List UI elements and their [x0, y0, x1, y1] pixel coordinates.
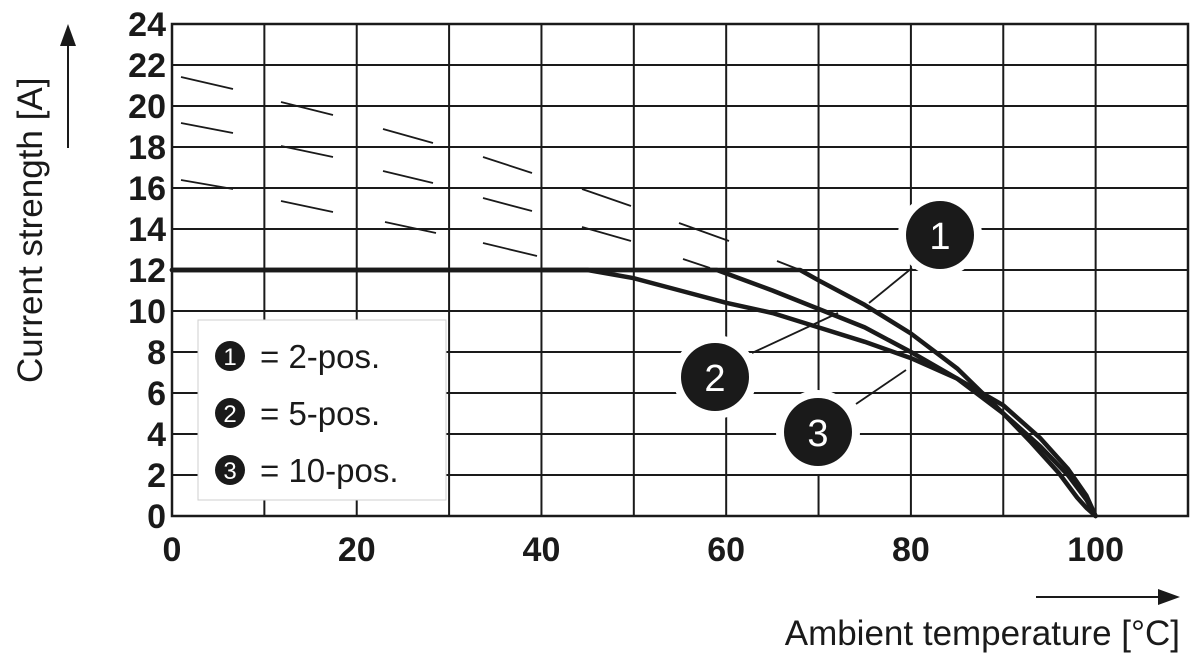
x-tick-label: 80 [892, 531, 930, 569]
overload-dash-mark [482, 156, 533, 174]
legend-badge-number: 2 [223, 401, 236, 428]
overload-dash-mark [180, 179, 234, 190]
legend-label: = 2-pos. [260, 338, 380, 375]
y-tick-label: 0 [147, 498, 166, 536]
y-axis-title: Current strength [A] [11, 78, 50, 383]
grid [170, 22, 1190, 518]
overload-dash-mark [280, 101, 334, 116]
callout-leader-3 [855, 369, 907, 405]
y-tick-label: 12 [128, 252, 166, 290]
legend-badge-1 [215, 341, 245, 371]
dash-marks [180, 76, 801, 271]
legend-badge-number: 1 [223, 344, 236, 371]
overload-dash-mark [678, 222, 730, 242]
overload-dash-mark [482, 197, 533, 212]
series-callouts: 1 2 3 [673, 193, 982, 474]
overload-dash-mark [180, 122, 234, 134]
callout-badge-3 [784, 398, 852, 466]
overload-dash-mark [280, 200, 334, 213]
overload-dash-mark [581, 226, 632, 242]
callout-leader-1 [868, 267, 913, 304]
x-tick-label: 100 [1067, 531, 1124, 569]
x-axis-arrow-head [1158, 589, 1180, 605]
x-axis-title: Ambient temperature [°C] [785, 614, 1180, 653]
series-line-2 [169, 267, 1098, 519]
callout-leader-2 [751, 312, 839, 354]
y-tick-label: 10 [128, 293, 166, 331]
callout-badge-1 [906, 201, 974, 269]
y-tick-label: 14 [128, 211, 166, 249]
y-tick-label: 4 [147, 416, 166, 454]
y-tick-label: 2 [147, 457, 166, 495]
overload-dash-mark [682, 258, 711, 269]
legend-badge-3 [215, 455, 245, 485]
callout-badge-2 [681, 343, 749, 411]
legend-label: = 10-pos. [260, 452, 399, 489]
legend: 1 = 2-pos. 2 = 5-pos. 3 = 10-pos. [197, 319, 447, 501]
overload-dash-mark [180, 76, 234, 90]
y-tick-label: 24 [128, 6, 166, 44]
y-tick-label: 8 [147, 334, 166, 372]
y-tick-label: 6 [147, 375, 166, 413]
overload-dash-mark [382, 170, 434, 184]
x-tick-label: 60 [707, 531, 745, 569]
y-tick-label: 20 [128, 88, 166, 126]
overload-dash-mark [482, 242, 538, 257]
x-tick-label: 0 [163, 531, 182, 569]
legend-badge-number: 3 [223, 458, 236, 485]
callout-number-1: 1 [929, 216, 950, 258]
y-axis-arrow-head [60, 24, 76, 46]
y-tick-label: 16 [128, 170, 166, 208]
legend-label: = 5-pos. [260, 395, 380, 432]
overload-dash-mark [382, 128, 434, 144]
y-tick-label: 22 [128, 47, 166, 85]
series-curves [169, 267, 1098, 519]
axis-titles: Ambient temperature [°C] Current strength… [11, 24, 1180, 653]
callout-number-2: 2 [704, 358, 725, 400]
overload-dash-mark [280, 145, 334, 158]
x-tick-label: 20 [338, 531, 376, 569]
legend-badge-2 [215, 398, 245, 428]
overload-dash-mark [581, 188, 632, 207]
series-line-3 [169, 267, 1098, 519]
x-tick-label: 40 [523, 531, 561, 569]
overload-dash-mark [384, 221, 437, 234]
y-tick-label: 18 [128, 129, 166, 167]
callout-number-3: 3 [807, 413, 828, 455]
